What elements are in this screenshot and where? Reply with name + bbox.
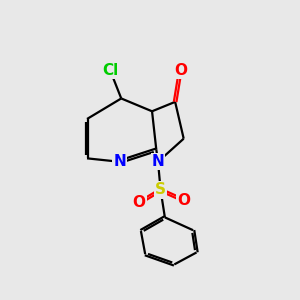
Text: O: O [177, 193, 190, 208]
Text: O: O [133, 195, 146, 210]
Text: O: O [174, 63, 187, 78]
Text: Cl: Cl [102, 63, 118, 78]
Text: S: S [155, 182, 166, 197]
Text: N: N [152, 154, 164, 169]
Text: N: N [113, 154, 126, 169]
